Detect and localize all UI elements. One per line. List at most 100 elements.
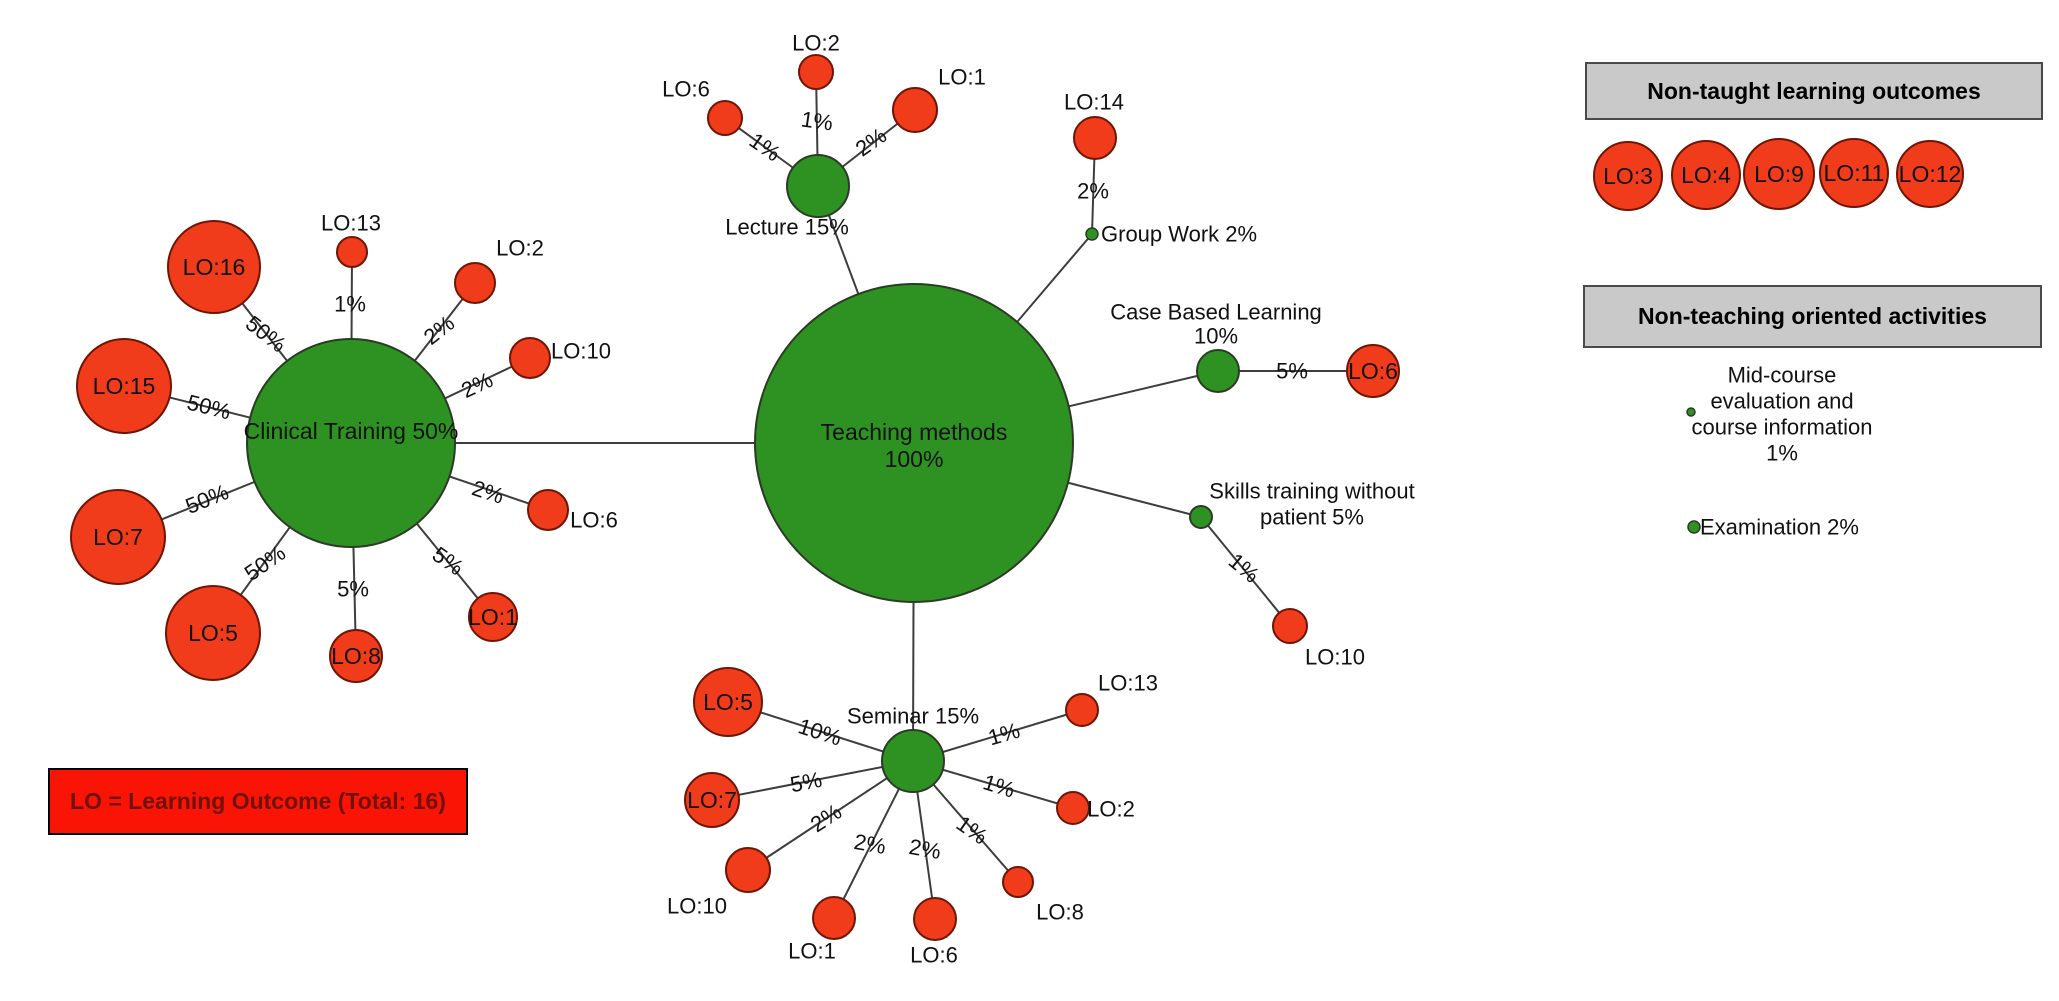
case-based-learning-label: Case Based Learning	[1110, 300, 1322, 325]
midcourse-label: Mid-course	[1728, 363, 1837, 388]
lec-lo2-node	[798, 54, 834, 90]
nt-lo9-node	[1743, 138, 1815, 210]
edge-label-clinical-training-ct-lo10: 2%	[457, 367, 496, 403]
ct-lo6-label: LO:6	[570, 508, 618, 533]
edge-skills-training-sk-lo10	[1200, 516, 1291, 627]
sem-lo13-node	[1065, 693, 1099, 727]
sk-lo10-label: LO:10	[1305, 645, 1365, 670]
nt-lo12-label: LO:12	[1899, 161, 1962, 187]
sem-lo7-node	[684, 772, 740, 828]
examination-label: Examination 2%	[1700, 515, 1859, 540]
sem-lo10-label: LO:10	[667, 894, 727, 919]
sem-lo10-node	[725, 847, 771, 893]
sem-lo2-label: LO:2	[1087, 797, 1135, 822]
lec-lo1-node	[892, 87, 938, 133]
sem-lo8-node	[1002, 866, 1034, 898]
ct-lo15-node	[76, 338, 172, 434]
nt-lo3-label: LO:3	[1603, 163, 1653, 189]
ct-lo10-node	[509, 337, 551, 379]
sem-lo7-label: LO:7	[687, 787, 737, 813]
edge-label-seminar-sem-lo7: 5%	[788, 767, 824, 798]
teaching-methods-node	[754, 283, 1074, 603]
ct-lo2-node	[454, 262, 496, 304]
gw-lo14-node	[1073, 116, 1117, 160]
midcourse-dot-node	[1686, 407, 1696, 417]
edge-label-clinical-training-ct-lo8: 5%	[337, 577, 369, 602]
clinical-training-label: Clinical Training 50%	[244, 418, 459, 444]
nt-lo12-node	[1896, 140, 1964, 208]
lec-lo6-label: LO:6	[662, 77, 710, 102]
group-work-node	[1085, 227, 1099, 241]
sem-lo1-node	[812, 896, 856, 940]
ct-lo16-label: LO:16	[183, 254, 246, 280]
ct-lo1-label: LO:1	[468, 604, 518, 630]
ct-lo5-node	[165, 585, 261, 681]
teaching-methods-label: Teaching methods	[821, 419, 1008, 445]
edge-label-clinical-training-ct-lo1: 5%	[428, 542, 468, 581]
ct-lo5-label: LO:5	[188, 620, 238, 646]
ct-lo10-label: LO:10	[551, 339, 611, 364]
lecture-label: Lecture 15%	[725, 215, 849, 240]
ct-lo7-label: LO:7	[93, 524, 143, 550]
skills-training-node	[1189, 505, 1213, 529]
nt-lo4-label: LO:4	[1681, 162, 1731, 188]
ct-lo8-node	[329, 629, 383, 683]
sem-lo8-label: LO:8	[1036, 900, 1084, 925]
ct-lo6-node	[527, 489, 569, 531]
case-based-learning-node	[1196, 349, 1240, 393]
edge-label-clinical-training-ct-lo15: 50%	[185, 390, 234, 425]
nt-lo9-label: LO:9	[1754, 161, 1804, 187]
edge-label-seminar-sem-lo10: 2%	[806, 799, 846, 837]
group-work-label: Group Work 2%	[1101, 222, 1257, 247]
edge-label-clinical-training-ct-lo5: 50%	[240, 540, 290, 586]
ct-lo13-node	[336, 236, 368, 268]
seminar-node	[881, 729, 945, 793]
sem-lo5-label: LO:5	[703, 689, 753, 715]
sem-lo2-node	[1056, 791, 1090, 825]
nt-lo3-node	[1593, 141, 1663, 211]
midcourse-label: 1%	[1766, 441, 1798, 466]
nt-lo11-node	[1819, 138, 1889, 208]
midcourse-label: course information	[1692, 415, 1873, 440]
sem-lo1-label: LO:1	[788, 939, 836, 964]
sk-lo10-node	[1272, 608, 1308, 644]
lec-lo6-node	[707, 100, 743, 136]
ct-lo7-node	[70, 489, 166, 585]
edge-label-case-based-learning-cbl-lo6: 5%	[1276, 359, 1308, 384]
edge-label-seminar-sem-lo6: 2%	[907, 834, 943, 864]
edge-label-clinical-training-ct-lo7: 50%	[182, 479, 232, 519]
lec-lo2-label: LO:2	[792, 31, 840, 56]
sem-lo6-node	[913, 897, 957, 941]
ct-lo8-label: LO:8	[331, 643, 381, 669]
case-based-learning-label: 10%	[1194, 324, 1238, 349]
sem-lo13-label: LO:13	[1098, 671, 1158, 696]
nt-lo4-node	[1671, 140, 1741, 210]
edge-label-clinical-training-ct-lo6: 2%	[469, 475, 507, 509]
lec-lo1-label: LO:1	[938, 65, 986, 90]
seminar-label: Seminar 15%	[847, 704, 979, 729]
non-teaching-legend-header: Non-teaching oriented activities	[1583, 285, 2042, 348]
edge-label-skills-training-sk-lo10: 1%	[1224, 548, 1264, 588]
edge-label-clinical-training-ct-lo13: 1%	[334, 292, 366, 317]
examination-dot-node	[1687, 520, 1701, 534]
non-taught-legend-header: Non-taught learning outcomes	[1585, 62, 2043, 120]
skills-training-label: patient 5%	[1260, 505, 1364, 530]
ct-lo16-node	[167, 220, 261, 314]
edge-label-seminar-sem-lo13: 1%	[985, 718, 1022, 751]
edge-label-seminar-sem-lo8: 1%	[952, 811, 992, 850]
ct-lo1-node	[468, 592, 518, 642]
sem-lo5-node	[693, 667, 763, 737]
sem-lo6-label: LO:6	[910, 943, 958, 968]
ct-lo13-label: LO:13	[321, 211, 381, 236]
cbl-lo6-label: LO:6	[1348, 358, 1398, 384]
clinical-training-node	[246, 338, 456, 548]
teaching-methods-label: 100%	[885, 446, 944, 472]
cbl-lo6-node	[1346, 344, 1400, 398]
nt-lo11-label: LO:11	[1824, 160, 1885, 186]
edge-label-lecture-lec-lo2: 1%	[800, 106, 835, 135]
edge-label-group-work-gw-lo14: 2%	[1077, 179, 1109, 204]
midcourse-label: evaluation and	[1710, 389, 1853, 414]
skills-training-label: Skills training without	[1209, 479, 1414, 504]
